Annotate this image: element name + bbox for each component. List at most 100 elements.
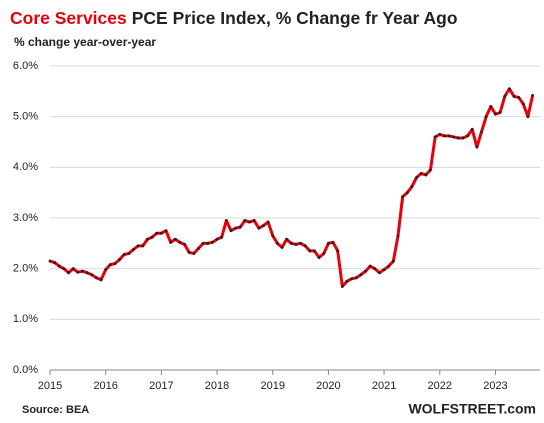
data-point [396,234,400,238]
x-tick-label: 2015 [38,380,62,392]
title-highlight: Core Services [10,8,127,28]
data-point [350,277,354,281]
x-tick-label: 2021 [372,380,396,392]
data-point [53,261,57,264]
data-point [303,244,307,248]
data-point [146,237,149,241]
data-point [327,241,330,245]
data-point [122,253,126,256]
y-tick-label: 4.0% [13,161,38,173]
data-point [308,249,312,253]
data-point [275,241,279,245]
y-tick-label: 0.0% [13,364,38,376]
data-point [159,231,163,235]
data-point [280,245,284,249]
data-point [345,279,349,283]
data-point [461,136,465,140]
data-point [197,247,200,250]
data-point [401,195,405,199]
data-point [512,95,516,98]
data-point [424,173,428,177]
x-tick-label: 2023 [483,380,507,392]
data-point [322,252,326,255]
data-point [336,249,340,253]
chart-title: Core Services PCE Price Index, % Change f… [10,8,458,28]
data-point [419,172,423,175]
data-point [99,278,103,282]
data-point [104,268,108,272]
data-point [94,276,98,280]
data-point [299,241,302,245]
data-point [368,264,372,268]
data-point [452,135,456,139]
data-point [48,259,52,263]
y-tick-label: 2.0% [13,263,38,275]
data-point [211,240,214,244]
x-tick-label: 2020 [316,380,340,392]
data-point [141,244,145,248]
data-point [438,133,442,136]
data-point [526,115,530,119]
source: Source: BEA [22,404,89,416]
data-point [466,134,470,138]
data-point [317,256,321,259]
x-tick-label: 2018 [205,380,229,392]
data-point [257,226,261,230]
data-point [169,240,173,244]
data-point [127,252,131,255]
data-point [266,220,270,224]
data-point [475,145,479,149]
data-point [447,134,451,138]
data-point [248,220,251,224]
data-point [456,136,460,140]
title-main: PCE Price Index, % Change fr Year Ago [132,8,458,28]
data-point [132,248,135,251]
data-point [271,234,275,238]
data-point [405,191,409,195]
data-point [331,240,335,244]
data-point [373,267,377,271]
data-point [71,267,75,271]
data-point [470,127,474,131]
data-point [67,271,70,275]
data-point [201,241,205,245]
y-tick-label: 1.0% [13,313,38,325]
data-point [118,258,122,261]
data-point [262,224,265,228]
data-point [183,242,186,246]
data-point [192,252,196,255]
data-point [113,262,117,265]
data-point [410,185,414,188]
data-point [391,259,395,263]
data-point [340,285,344,288]
data-point [429,168,432,172]
data-point [364,269,367,273]
data-point [229,229,233,233]
data-point [382,268,386,272]
data-point [164,229,168,233]
data-point [359,273,363,277]
data-point [442,134,446,138]
data-point [81,269,84,273]
data-point [238,225,242,229]
y-tick-label: 6.0% [13,60,38,72]
x-tick-label: 2022 [428,380,452,392]
data-point [313,249,316,253]
watermark: WOLFSTREET.com [408,401,536,417]
subtitle: % change year-over-year [14,35,156,49]
data-point [215,237,219,241]
data-point [90,273,94,277]
data-point [484,115,488,119]
data-point [433,135,437,139]
data-point [354,276,358,280]
line [49,87,535,288]
y-tick-label: 3.0% [13,212,38,224]
data-point [136,244,140,248]
x-tick-label: 2016 [93,380,117,392]
data-point [494,112,497,116]
data-point [234,226,237,230]
data-point [503,95,507,98]
data-point [187,251,191,254]
data-point [155,231,159,235]
